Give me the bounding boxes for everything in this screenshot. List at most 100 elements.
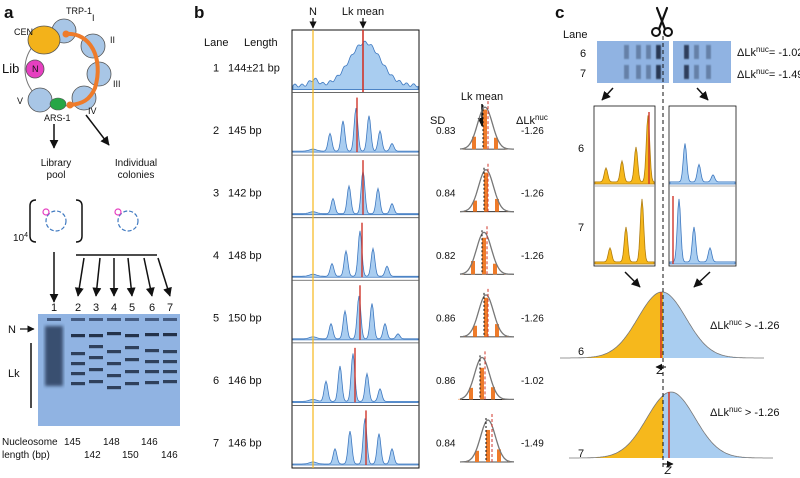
gel-band bbox=[163, 333, 177, 337]
dist-bar bbox=[472, 136, 476, 150]
gel-band bbox=[125, 370, 139, 374]
row-lane-number: 1 bbox=[213, 62, 219, 74]
dist-bar bbox=[471, 260, 475, 275]
domain-iv-label: IV bbox=[88, 106, 97, 116]
profile-panel bbox=[291, 29, 420, 469]
sd-value: 0.83 bbox=[436, 126, 456, 137]
exponent-base: 104 bbox=[13, 232, 28, 244]
dlk-value: -1.26 bbox=[521, 126, 544, 137]
c-gel-dlk-6: ΔLknuc= -1.02 bbox=[737, 45, 800, 59]
dlk-header: ΔLknuc bbox=[516, 113, 548, 127]
colony-fan-arrows bbox=[74, 257, 172, 297]
sd-value: 0.86 bbox=[436, 376, 456, 387]
gel-lk-label: Lk bbox=[8, 368, 20, 380]
colonies-arrow bbox=[85, 114, 110, 146]
gel-band bbox=[125, 346, 139, 350]
c-gel-bands bbox=[624, 45, 711, 79]
row-length: 150 bp bbox=[228, 313, 262, 325]
c-profile-6-right bbox=[669, 143, 736, 185]
library-pool-icon: 104 bbox=[13, 199, 83, 244]
fan-arrow bbox=[143, 257, 155, 297]
length-lane6: 146 bbox=[141, 437, 158, 448]
c-right-down-arrow bbox=[696, 87, 709, 101]
c-gel-dlk-7: ΔLknuc= -1.49 bbox=[737, 67, 800, 81]
dist-bar bbox=[475, 450, 479, 462]
sd-value: 0.82 bbox=[436, 251, 456, 262]
c-profile-7-left bbox=[594, 198, 655, 265]
c-gel-band bbox=[656, 65, 661, 79]
nuc-caption-2: length (bp) bbox=[2, 450, 50, 461]
domain-v bbox=[27, 87, 53, 113]
gel-well bbox=[163, 318, 177, 321]
workflow-arrows: Library pool Individual colonies bbox=[41, 114, 157, 181]
gel-band bbox=[145, 349, 159, 353]
sd-header: SD bbox=[430, 115, 445, 127]
row-labels: 1 144±21 bp2 145 bp3 142 bp4 148 bp5 150 bp6 1… bbox=[213, 62, 280, 449]
domain-ii-label: II bbox=[110, 35, 115, 45]
c-gel-band bbox=[694, 65, 699, 79]
gel-band bbox=[71, 334, 85, 338]
gel-band bbox=[145, 370, 159, 374]
row-length: 145 bp bbox=[228, 125, 262, 137]
right-bracket bbox=[75, 199, 83, 243]
dlk-value: -1.49 bbox=[521, 439, 544, 450]
dist-bar bbox=[493, 263, 497, 275]
gel-band bbox=[163, 380, 177, 384]
c-gel-band bbox=[646, 45, 651, 59]
c-gel-lane-6: 6 bbox=[580, 48, 586, 60]
c-z-label-6: Z bbox=[656, 365, 665, 377]
dist-bar bbox=[483, 109, 487, 150]
dist-curve bbox=[459, 231, 514, 275]
row-length: 142 bp bbox=[228, 187, 262, 199]
sd-value: 0.86 bbox=[436, 314, 456, 325]
left-bracket bbox=[29, 199, 37, 243]
dist-bar bbox=[480, 367, 484, 400]
c-cut-profiles bbox=[594, 112, 736, 265]
c-profile-lane-6: 6 bbox=[578, 143, 584, 155]
row-length: 148 bp bbox=[228, 250, 262, 262]
c-lane-header: Lane bbox=[563, 29, 587, 41]
gel-image bbox=[38, 314, 180, 426]
row-lane-number: 5 bbox=[213, 313, 219, 325]
gel-band bbox=[89, 356, 103, 360]
pool-insert bbox=[42, 208, 50, 216]
fan-arrow bbox=[74, 257, 85, 297]
n-marker-label: N bbox=[309, 6, 317, 18]
gel-well bbox=[145, 318, 159, 321]
gel-well bbox=[125, 318, 139, 321]
lane-header: Lane bbox=[204, 37, 228, 49]
colony-insert bbox=[114, 208, 122, 216]
dlk-value: -1.26 bbox=[521, 251, 544, 262]
c-bell-6-left bbox=[560, 292, 663, 358]
gel-band bbox=[89, 368, 103, 372]
gel-band bbox=[145, 333, 159, 337]
gel-band bbox=[89, 334, 103, 338]
dist-bar bbox=[473, 325, 477, 337]
c-bell-7-right bbox=[663, 392, 773, 458]
dist-curve bbox=[459, 356, 514, 401]
c-gel-band bbox=[624, 65, 629, 79]
row-length: 144±21 bp bbox=[228, 62, 280, 74]
trp1-end-dot bbox=[66, 101, 74, 109]
gel-lane-2: 2 bbox=[75, 302, 81, 314]
c-z-label-7: Z bbox=[664, 465, 673, 477]
gel-band bbox=[71, 362, 85, 366]
row-length: 146 bp bbox=[228, 438, 262, 450]
dlk-value: -1.26 bbox=[521, 314, 544, 325]
panel-b: b Lane Length N Lk mean 1 144±21 bp 2 145 b… bbox=[194, 3, 548, 469]
length-header: Length bbox=[244, 37, 278, 49]
length-lane3: 142 bbox=[84, 450, 101, 461]
gel-lane-numbers: 1 2 3 4 5 6 7 bbox=[51, 302, 173, 314]
dist-bar bbox=[495, 198, 499, 212]
c-gel-band bbox=[684, 45, 689, 59]
lib-label: Lib bbox=[2, 61, 19, 76]
lk-mean-label: Lk mean bbox=[342, 6, 384, 18]
nucleosome-distributions: 0.83 -1.26 0.84 -1.26 0.82 -1.26 0.86 -1.26 0.86… bbox=[436, 101, 544, 463]
c-bell-dlk-7: ΔLknuc > -1.26 bbox=[710, 405, 779, 419]
sd-value: 0.84 bbox=[436, 439, 456, 450]
c-merge-left-arrow bbox=[624, 271, 641, 288]
c-gel-band bbox=[706, 45, 711, 59]
colony-plasmid-icon bbox=[114, 208, 139, 232]
length-lane5: 150 bbox=[122, 450, 139, 461]
